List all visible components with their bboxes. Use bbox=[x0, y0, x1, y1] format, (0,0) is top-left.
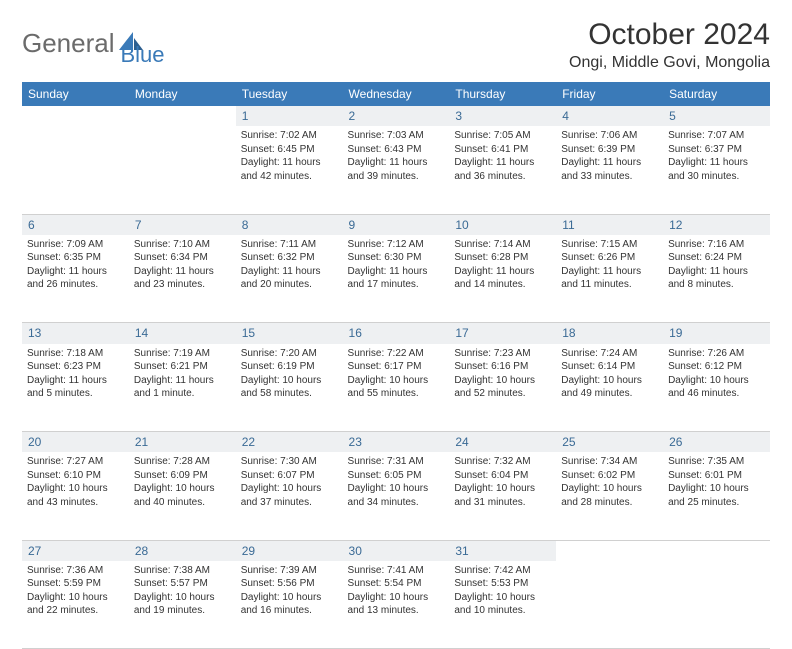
title-block: October 2024 Ongi, Middle Govi, Mongolia bbox=[569, 18, 770, 72]
day-number: 22 bbox=[236, 432, 343, 453]
day-number: 23 bbox=[343, 432, 450, 453]
day-number: 9 bbox=[343, 214, 450, 235]
day-cell: Sunrise: 7:16 AM Sunset: 6:24 PM Dayligh… bbox=[663, 235, 770, 323]
day-number: 21 bbox=[129, 432, 236, 453]
day-number: 13 bbox=[22, 323, 129, 344]
day-cell: Sunrise: 7:07 AM Sunset: 6:37 PM Dayligh… bbox=[663, 126, 770, 214]
day-number: 15 bbox=[236, 323, 343, 344]
location-text: Ongi, Middle Govi, Mongolia bbox=[569, 54, 770, 72]
day-number: 6 bbox=[22, 214, 129, 235]
day-cell bbox=[663, 561, 770, 649]
day-cell: Sunrise: 7:22 AM Sunset: 6:17 PM Dayligh… bbox=[343, 344, 450, 432]
day-number: 16 bbox=[343, 323, 450, 344]
brand-part2: Blue bbox=[121, 42, 165, 68]
day-number: 14 bbox=[129, 323, 236, 344]
day-cell: Sunrise: 7:11 AM Sunset: 6:32 PM Dayligh… bbox=[236, 235, 343, 323]
day-cell: Sunrise: 7:20 AM Sunset: 6:19 PM Dayligh… bbox=[236, 344, 343, 432]
day-number: 26 bbox=[663, 432, 770, 453]
day-cell: Sunrise: 7:24 AM Sunset: 6:14 PM Dayligh… bbox=[556, 344, 663, 432]
day-cell: Sunrise: 7:26 AM Sunset: 6:12 PM Dayligh… bbox=[663, 344, 770, 432]
day-cell: Sunrise: 7:03 AM Sunset: 6:43 PM Dayligh… bbox=[343, 126, 450, 214]
day-number: 2 bbox=[343, 106, 450, 126]
day-number: 18 bbox=[556, 323, 663, 344]
day-cell: Sunrise: 7:12 AM Sunset: 6:30 PM Dayligh… bbox=[343, 235, 450, 323]
day-cell: Sunrise: 7:35 AM Sunset: 6:01 PM Dayligh… bbox=[663, 452, 770, 540]
day-cell: Sunrise: 7:15 AM Sunset: 6:26 PM Dayligh… bbox=[556, 235, 663, 323]
day-number: 31 bbox=[449, 540, 556, 561]
day-cell: Sunrise: 7:38 AM Sunset: 5:57 PM Dayligh… bbox=[129, 561, 236, 649]
day-number: 12 bbox=[663, 214, 770, 235]
day-number: 24 bbox=[449, 432, 556, 453]
day-cell: Sunrise: 7:18 AM Sunset: 6:23 PM Dayligh… bbox=[22, 344, 129, 432]
day-cell: Sunrise: 7:09 AM Sunset: 6:35 PM Dayligh… bbox=[22, 235, 129, 323]
day-number: 4 bbox=[556, 106, 663, 126]
brand-part1: General bbox=[22, 28, 115, 59]
day-content-row: Sunrise: 7:36 AM Sunset: 5:59 PM Dayligh… bbox=[22, 561, 770, 649]
day-cell: Sunrise: 7:31 AM Sunset: 6:05 PM Dayligh… bbox=[343, 452, 450, 540]
day-number bbox=[663, 540, 770, 561]
day-content-row: Sunrise: 7:09 AM Sunset: 6:35 PM Dayligh… bbox=[22, 235, 770, 323]
day-number: 27 bbox=[22, 540, 129, 561]
calendar-table: Sunday Monday Tuesday Wednesday Thursday… bbox=[22, 82, 770, 649]
day-cell: Sunrise: 7:39 AM Sunset: 5:56 PM Dayligh… bbox=[236, 561, 343, 649]
day-number bbox=[22, 106, 129, 126]
day-number: 8 bbox=[236, 214, 343, 235]
brand-logo: General Blue bbox=[22, 18, 165, 68]
day-header-row: Sunday Monday Tuesday Wednesday Thursday… bbox=[22, 82, 770, 106]
day-number: 28 bbox=[129, 540, 236, 561]
day-number: 20 bbox=[22, 432, 129, 453]
day-cell: Sunrise: 7:32 AM Sunset: 6:04 PM Dayligh… bbox=[449, 452, 556, 540]
day-cell: Sunrise: 7:02 AM Sunset: 6:45 PM Dayligh… bbox=[236, 126, 343, 214]
day-number: 29 bbox=[236, 540, 343, 561]
day-header: Monday bbox=[129, 82, 236, 106]
day-cell bbox=[556, 561, 663, 649]
day-cell: Sunrise: 7:42 AM Sunset: 5:53 PM Dayligh… bbox=[449, 561, 556, 649]
day-number bbox=[129, 106, 236, 126]
day-number: 11 bbox=[556, 214, 663, 235]
day-cell: Sunrise: 7:23 AM Sunset: 6:16 PM Dayligh… bbox=[449, 344, 556, 432]
day-number: 17 bbox=[449, 323, 556, 344]
day-cell: Sunrise: 7:19 AM Sunset: 6:21 PM Dayligh… bbox=[129, 344, 236, 432]
day-cell: Sunrise: 7:14 AM Sunset: 6:28 PM Dayligh… bbox=[449, 235, 556, 323]
day-header: Friday bbox=[556, 82, 663, 106]
day-cell: Sunrise: 7:10 AM Sunset: 6:34 PM Dayligh… bbox=[129, 235, 236, 323]
day-header: Wednesday bbox=[343, 82, 450, 106]
day-cell: Sunrise: 7:30 AM Sunset: 6:07 PM Dayligh… bbox=[236, 452, 343, 540]
day-number-row: 2728293031 bbox=[22, 540, 770, 561]
day-content-row: Sunrise: 7:18 AM Sunset: 6:23 PM Dayligh… bbox=[22, 344, 770, 432]
day-number: 3 bbox=[449, 106, 556, 126]
day-number-row: 6789101112 bbox=[22, 214, 770, 235]
day-number bbox=[556, 540, 663, 561]
day-number: 30 bbox=[343, 540, 450, 561]
day-number: 1 bbox=[236, 106, 343, 126]
day-number-row: 20212223242526 bbox=[22, 432, 770, 453]
day-header: Sunday bbox=[22, 82, 129, 106]
day-number: 25 bbox=[556, 432, 663, 453]
day-cell: Sunrise: 7:36 AM Sunset: 5:59 PM Dayligh… bbox=[22, 561, 129, 649]
day-number-row: 12345 bbox=[22, 106, 770, 126]
day-cell: Sunrise: 7:41 AM Sunset: 5:54 PM Dayligh… bbox=[343, 561, 450, 649]
day-number: 19 bbox=[663, 323, 770, 344]
day-cell: Sunrise: 7:34 AM Sunset: 6:02 PM Dayligh… bbox=[556, 452, 663, 540]
day-number-row: 13141516171819 bbox=[22, 323, 770, 344]
day-cell: Sunrise: 7:06 AM Sunset: 6:39 PM Dayligh… bbox=[556, 126, 663, 214]
day-header: Saturday bbox=[663, 82, 770, 106]
day-cell: Sunrise: 7:27 AM Sunset: 6:10 PM Dayligh… bbox=[22, 452, 129, 540]
day-number: 10 bbox=[449, 214, 556, 235]
day-cell: Sunrise: 7:05 AM Sunset: 6:41 PM Dayligh… bbox=[449, 126, 556, 214]
month-title: October 2024 bbox=[569, 18, 770, 52]
day-cell: Sunrise: 7:28 AM Sunset: 6:09 PM Dayligh… bbox=[129, 452, 236, 540]
day-cell bbox=[22, 126, 129, 214]
page-header: General Blue October 2024 Ongi, Middle G… bbox=[22, 18, 770, 72]
day-number: 7 bbox=[129, 214, 236, 235]
day-header: Tuesday bbox=[236, 82, 343, 106]
day-header: Thursday bbox=[449, 82, 556, 106]
day-number: 5 bbox=[663, 106, 770, 126]
day-content-row: Sunrise: 7:02 AM Sunset: 6:45 PM Dayligh… bbox=[22, 126, 770, 214]
day-content-row: Sunrise: 7:27 AM Sunset: 6:10 PM Dayligh… bbox=[22, 452, 770, 540]
day-cell bbox=[129, 126, 236, 214]
